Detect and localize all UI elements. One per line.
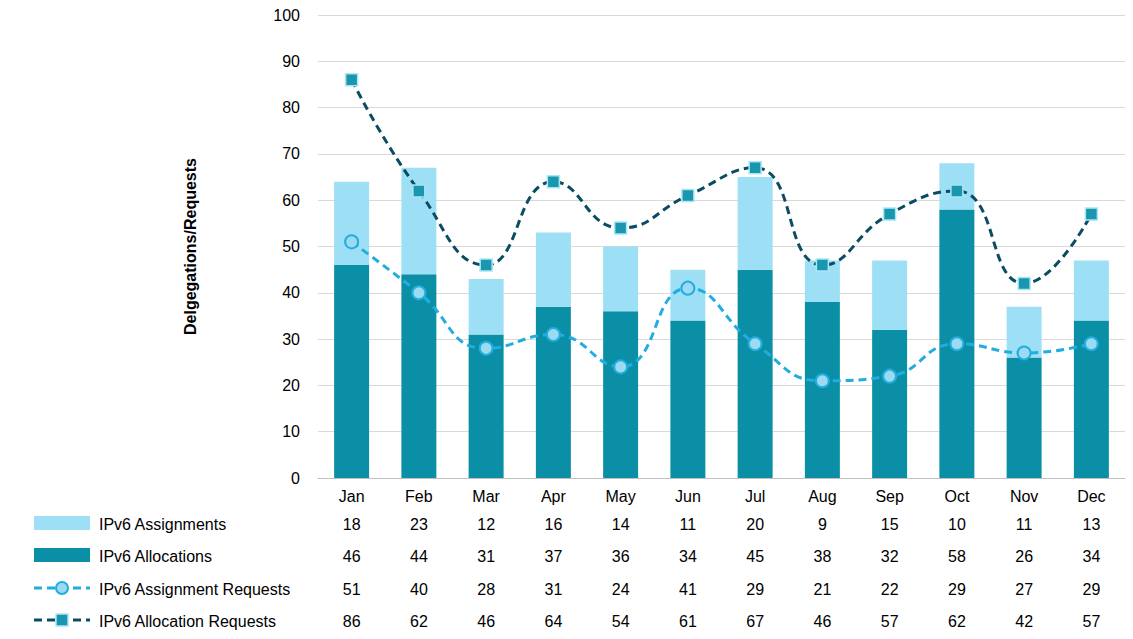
svg-text:70: 70 — [282, 145, 300, 162]
html-text:31: 31 — [544, 580, 563, 598]
html-text:41: 41 — [679, 580, 697, 598]
html-text:29: 29 — [746, 580, 764, 598]
html-text:16: 16 — [544, 516, 563, 533]
html-text:11: 11 — [1015, 516, 1033, 533]
html-text:38: 38 — [813, 548, 832, 566]
html-text:51: 51 — [342, 580, 361, 598]
html-text:62: 62 — [948, 612, 966, 630]
svg-text:Sep: Sep — [875, 488, 904, 505]
html-text:20: 20 — [746, 516, 764, 533]
html-text:10: 10 — [948, 516, 966, 533]
svg-text:Delgegations/Requests: Delgegations/Requests — [182, 158, 199, 335]
html-text:11: 11 — [679, 516, 697, 533]
html-text:54: 54 — [611, 612, 630, 630]
svg-text:Nov: Nov — [1010, 488, 1038, 505]
html-text:29: 29 — [948, 580, 966, 598]
html-text:46: 46 — [342, 548, 361, 566]
html-text:64: 64 — [544, 612, 563, 630]
html-text:61: 61 — [679, 612, 697, 630]
svg-text:20: 20 — [282, 377, 300, 394]
html-text:29: 29 — [1082, 580, 1101, 598]
html-text:67: 67 — [746, 612, 764, 630]
html-text:86: 86 — [342, 612, 361, 630]
html-text:37: 37 — [544, 548, 563, 566]
html-text:62: 62 — [410, 612, 428, 630]
html-text:13: 13 — [1082, 516, 1101, 533]
html-text:57: 57 — [880, 612, 899, 630]
html-text:32: 32 — [880, 548, 899, 566]
svg-text:60: 60 — [282, 192, 300, 209]
svg-text:80: 80 — [282, 99, 300, 116]
html-text:45: 45 — [746, 548, 764, 566]
html-text:34: 34 — [679, 548, 697, 566]
svg-text:0: 0 — [291, 470, 300, 487]
html-text:46: 46 — [813, 612, 832, 630]
svg-text:100: 100 — [273, 7, 300, 24]
html-text:46: 46 — [477, 612, 495, 630]
html-text:58: 58 — [948, 548, 966, 566]
html-text:42: 42 — [1015, 612, 1033, 630]
html-text:36: 36 — [611, 548, 630, 566]
html-text:IPv6 Assignments: IPv6 Assignments — [99, 516, 227, 533]
html-text:24: 24 — [611, 580, 630, 598]
html-text:22: 22 — [880, 580, 899, 598]
svg-text:90: 90 — [282, 53, 300, 70]
html-text:57: 57 — [1082, 612, 1101, 630]
html-text:27: 27 — [1015, 580, 1033, 598]
svg-text:Aug: Aug — [808, 488, 836, 505]
html-text:23: 23 — [410, 516, 428, 533]
svg-text:Jan: Jan — [339, 488, 365, 505]
html-text:21: 21 — [813, 580, 832, 598]
svg-text:40: 40 — [282, 284, 300, 301]
svg-text:30: 30 — [282, 331, 300, 348]
html-text:34: 34 — [1082, 548, 1101, 566]
html-text:40: 40 — [410, 580, 428, 598]
html-text:31: 31 — [477, 548, 495, 566]
svg-text:Jun: Jun — [675, 488, 701, 505]
svg-text:Apr: Apr — [541, 488, 567, 505]
html-text:18: 18 — [342, 516, 361, 533]
html-text:44: 44 — [410, 548, 428, 566]
svg-text:50: 50 — [282, 238, 300, 255]
html-text:15: 15 — [880, 516, 899, 533]
svg-text:May: May — [606, 488, 636, 505]
svg-text:Dec: Dec — [1077, 488, 1105, 505]
html-text:12: 12 — [477, 516, 495, 533]
svg-text:Jul: Jul — [745, 488, 765, 505]
html-text:IPv6 Assignment Requests: IPv6 Assignment Requests — [99, 580, 291, 598]
svg-text:Oct: Oct — [944, 488, 969, 505]
svg-text:Feb: Feb — [405, 488, 433, 505]
html-text:9: 9 — [817, 516, 827, 533]
html-text:14: 14 — [611, 516, 630, 533]
svg-text:10: 10 — [282, 423, 300, 440]
svg-text:Mar: Mar — [472, 488, 500, 505]
html-text:IPv6 Allocation Requests: IPv6 Allocation Requests — [99, 612, 276, 630]
html-text:IPv6 Allocations: IPv6 Allocations — [99, 548, 212, 566]
html-text:28: 28 — [477, 580, 495, 598]
html-text:26: 26 — [1015, 548, 1033, 566]
